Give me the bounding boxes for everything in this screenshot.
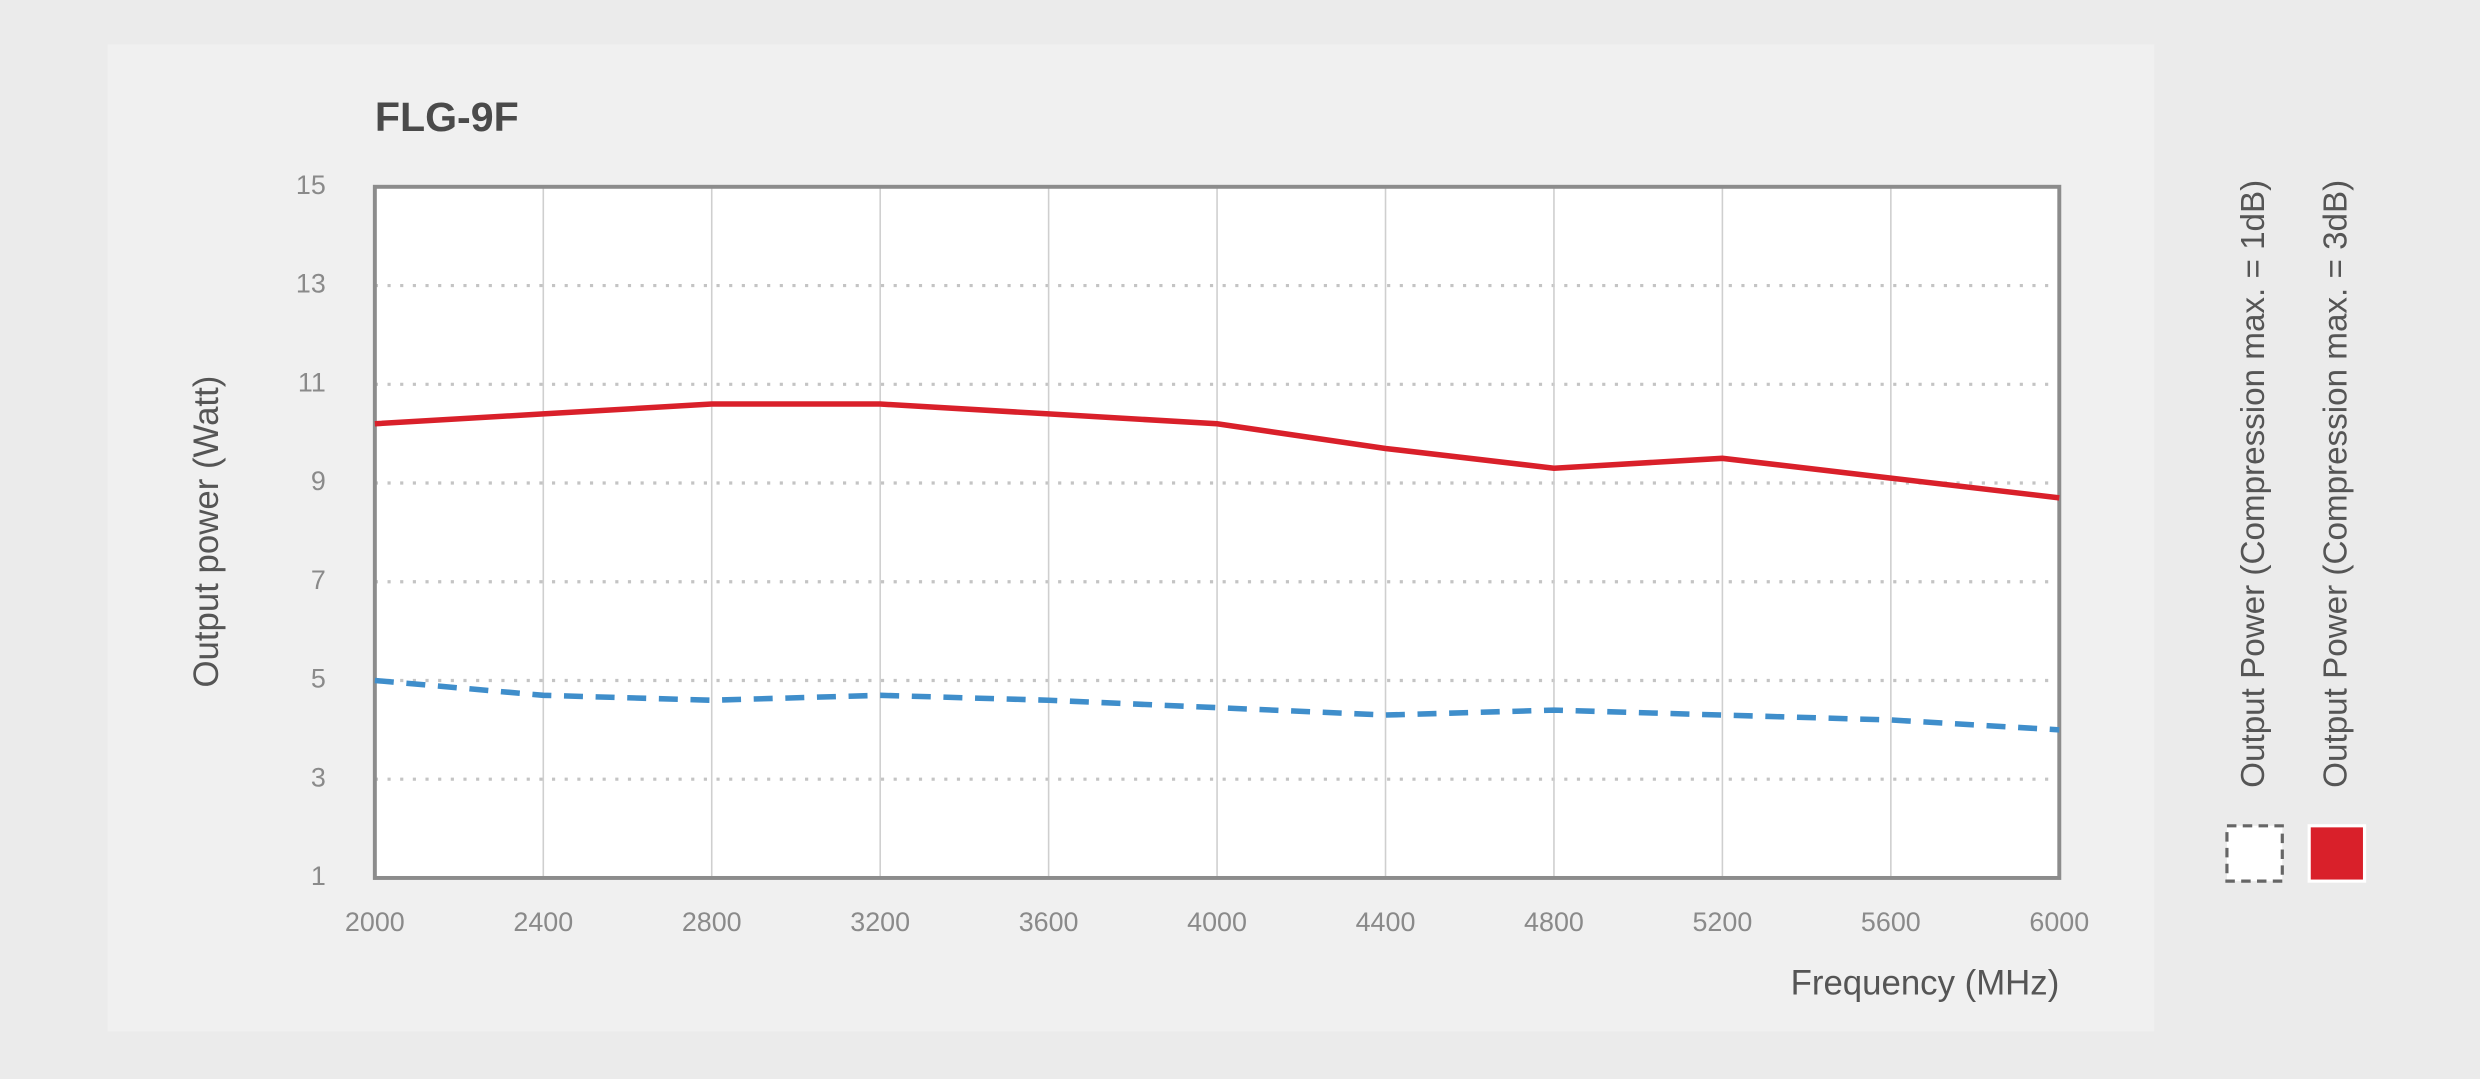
x-tick-label: 6000 <box>2029 907 2089 937</box>
y-axis-label: Output power (Watt) <box>188 376 226 688</box>
legend-label: Output Power (Compression max. = 1dB) <box>2235 180 2272 788</box>
y-tick-label: 15 <box>296 170 326 200</box>
legend-swatch <box>2307 824 2367 883</box>
y-tick-label: 9 <box>311 466 326 496</box>
legend-label: Output Power (Compression max. = 3dB) <box>2317 180 2354 788</box>
y-tick-label: 11 <box>298 367 326 397</box>
x-tick-label: 5600 <box>1861 907 1921 937</box>
y-tick-label: 7 <box>311 565 326 595</box>
plot-frame <box>372 184 2062 880</box>
legend-swatch <box>2225 824 2284 883</box>
data-line <box>374 677 2060 733</box>
y-tick-label: 1 <box>311 861 326 891</box>
y-tick-label: 13 <box>296 269 326 299</box>
x-tick-label: 2800 <box>682 907 742 937</box>
x-tick-label: 5200 <box>1692 907 1752 937</box>
x-tick-label: 3200 <box>850 907 910 937</box>
data-line <box>374 401 2060 501</box>
x-axis-label: Frequency (MHz) <box>1791 965 2060 1003</box>
y-tick-label: 3 <box>311 762 326 792</box>
y-tick-label: 5 <box>311 664 326 694</box>
x-tick-label: 4000 <box>1187 907 1247 937</box>
chart-title: FLG-9F <box>375 94 519 140</box>
x-tick-label: 4400 <box>1356 907 1416 937</box>
x-tick-label: 2400 <box>513 907 573 937</box>
x-tick-label: 2000 <box>345 907 405 937</box>
x-tick-label: 4800 <box>1524 907 1584 937</box>
x-tick-label: 3600 <box>1019 907 1079 937</box>
